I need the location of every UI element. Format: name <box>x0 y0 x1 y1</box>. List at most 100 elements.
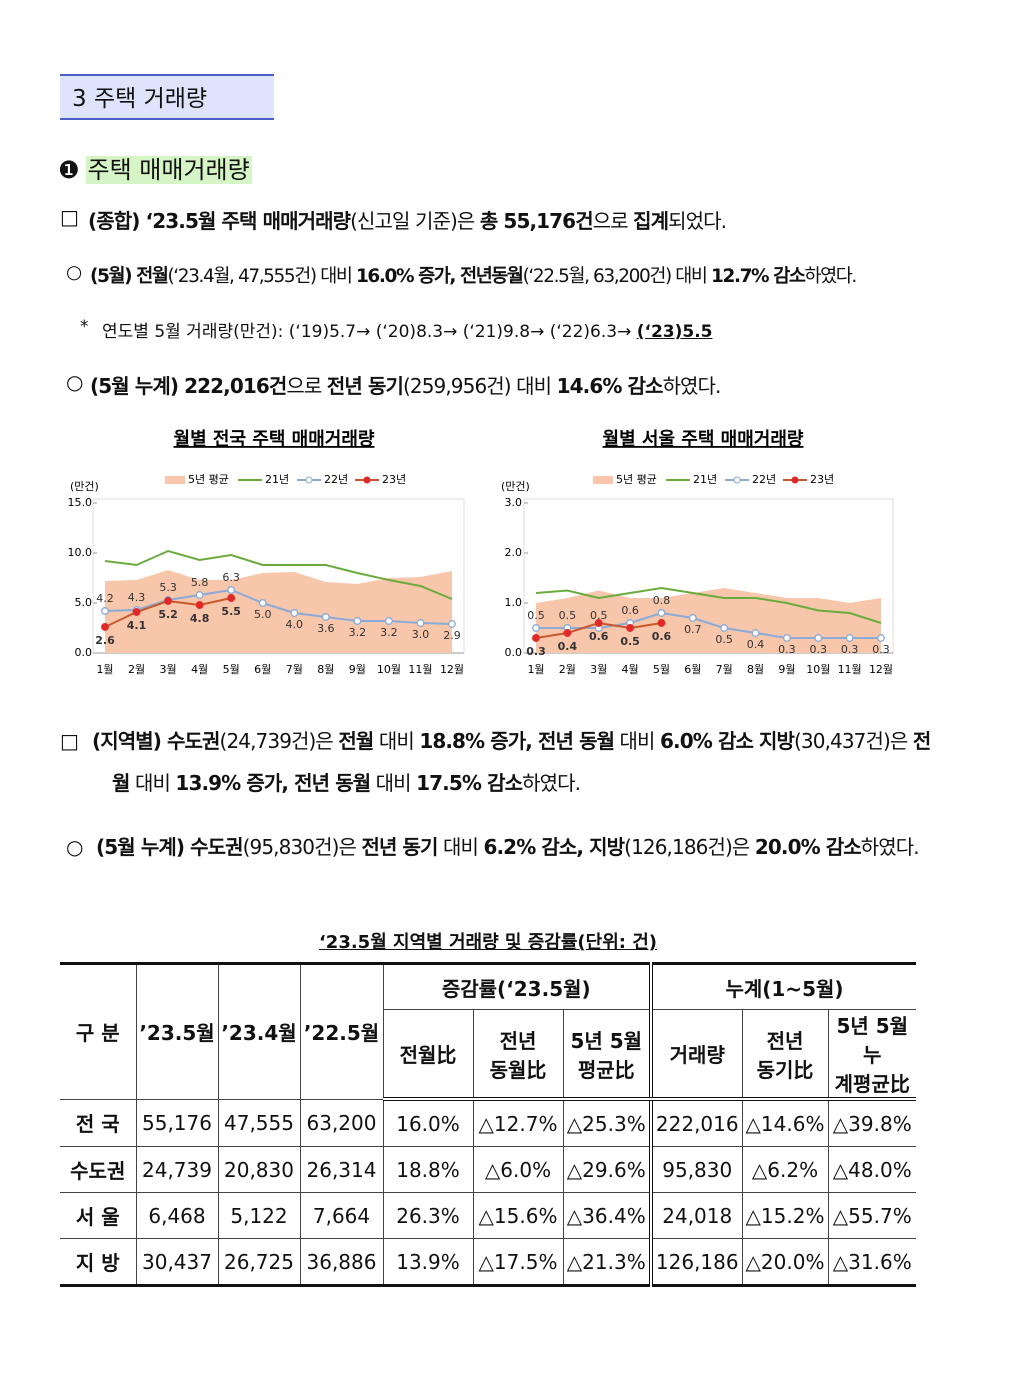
text-run: ‘23.5월 주택 매매거래량 <box>139 209 351 233</box>
header-cell: ’23.4월 <box>217 962 301 1100</box>
data-label: 0.7 <box>684 623 702 636</box>
cell: △12.7% <box>472 1098 564 1147</box>
x-tick-label: 4월 <box>622 663 639 676</box>
x-tick-label: 7월 <box>286 663 303 676</box>
cell: △55.7% <box>827 1192 916 1239</box>
point <box>532 634 540 642</box>
data-label: 0.5 <box>559 609 577 622</box>
chart-title: 월별 전국 주택 매매거래량 <box>174 429 375 450</box>
x-tick-label: 5월 <box>653 663 670 676</box>
row-header: 지 방 <box>60 1238 137 1287</box>
point <box>814 634 823 642</box>
text-run: 6.0% 감소 지방 <box>660 729 795 753</box>
y-tick-label: 5.0 <box>75 596 93 609</box>
cell: 26.3% <box>382 1192 474 1239</box>
y-tick-label: 10.0 <box>68 546 93 559</box>
text-run: 대비 <box>437 835 484 859</box>
text-run: 으로 <box>592 209 634 233</box>
text-run: 대비 <box>373 729 420 753</box>
group-header: 증감률(‘23.5월) <box>382 962 652 1010</box>
data-label: 5.5 <box>221 605 241 618</box>
y-tick-label: 3.0 <box>505 496 523 509</box>
cell: △14.6% <box>741 1098 829 1147</box>
cell: 55,176 <box>135 1098 219 1147</box>
point <box>132 608 141 616</box>
subsection-title: 주택 매매거래량 <box>85 156 252 184</box>
x-tick-label: 10월 <box>806 663 830 676</box>
point <box>720 624 729 632</box>
data-label: 0.3 <box>841 643 859 656</box>
text-run: 대비 <box>370 771 417 795</box>
row-header: 서 울 <box>60 1192 137 1239</box>
data-label: 0.8 <box>653 594 671 607</box>
text-run: (신고일 기준)은 <box>350 209 480 233</box>
header-cell: 전년 동월比 <box>472 1009 564 1101</box>
text-run: 하였다. <box>804 266 857 287</box>
data-label: 0.3 <box>778 643 796 656</box>
cell: 63,200 <box>299 1098 384 1147</box>
legend-label: 5년 평균 <box>616 473 657 486</box>
legend-swatch <box>305 476 313 484</box>
cell: 20,830 <box>217 1146 301 1193</box>
data-label: 0.3 <box>810 643 828 656</box>
table-body: 전 국 55,176 47,555 63,200 16.0% △12.7% △25.3% 22… <box>60 1098 916 1287</box>
text-run: 하였다. <box>522 771 581 795</box>
cell: 26,314 <box>299 1146 384 1193</box>
cell: 47,555 <box>217 1098 301 1147</box>
legend-swatch <box>791 476 799 484</box>
cell: 13.9% <box>382 1238 474 1287</box>
data-label: 4.8 <box>190 612 210 625</box>
text-run: 전월 <box>112 729 931 795</box>
data-label: 4.0 <box>286 618 304 631</box>
text-run: 17.5% 감소 <box>416 771 523 795</box>
y-tick-label: 0.0 <box>75 646 93 659</box>
x-tick-label: 12월 <box>440 663 464 676</box>
text-run: (‘23.4월, 47,555건) 대비 <box>167 266 356 287</box>
table-title: ‘23.5월 지역별 거래량 및 증감률(단위: 건) <box>318 932 658 953</box>
cell: 36,886 <box>299 1238 384 1287</box>
line <box>535 586 882 624</box>
cell: △31.6% <box>827 1238 916 1287</box>
cell: △36.4% <box>562 1192 652 1239</box>
text-run: 대비 <box>129 771 176 795</box>
text-run: (‘22.5월, 63,200건) 대비 <box>522 266 712 287</box>
point <box>448 620 456 628</box>
header-cell: ’23.5월 <box>135 962 219 1100</box>
text-run: (5월 누계) 222,016건 <box>90 374 287 398</box>
text-run: 12.7% 감소 <box>711 266 806 287</box>
data-label: 0.6 <box>652 630 672 643</box>
group-header: 누계(1~5월) <box>649 962 916 1010</box>
paragraph: □ (지역별) 수도권(24,739건)은 전월 대비 18.8% 증가, 전년 … <box>60 720 940 804</box>
data-label: 4.3 <box>128 591 146 604</box>
data-label: 5.8 <box>191 576 209 589</box>
text-run: 전년 동기 <box>361 835 438 859</box>
legend-swatch <box>165 476 185 484</box>
data-label: 0.5 <box>590 609 608 622</box>
cell: △6.2% <box>741 1146 829 1193</box>
data-label: 0.5 <box>527 609 545 622</box>
point <box>877 634 885 642</box>
point <box>751 629 760 637</box>
table-row: 서 울 6,468 5,122 7,664 26.3% △15.6% △36.4% 24,01… <box>60 1192 916 1239</box>
bullet: □ <box>60 205 79 229</box>
data-label: 3.6 <box>317 622 335 635</box>
header-cell: 구 분 <box>60 962 137 1100</box>
data-label: 0.6 <box>621 604 639 617</box>
table-row: 수도권 24,739 20,830 26,314 18.8% △6.0% △29.6% 95,… <box>60 1146 916 1193</box>
data-label: 2.6 <box>95 634 115 647</box>
cell: △29.6% <box>562 1146 652 1193</box>
cell: △15.2% <box>741 1192 829 1239</box>
text-run: (‘23)5.5 <box>636 322 713 342</box>
text-run: 연도별 5월 거래량(만건): (‘19)5.7→ (‘20)8.3→ (‘21… <box>102 322 637 342</box>
text-run: 대비 <box>614 729 661 753</box>
cell: 126,186 <box>649 1238 743 1287</box>
paragraph-text: (지역별) 수도권(24,739건)은 전월 대비 18.8% 증가, 전년 동… <box>92 720 940 804</box>
area <box>105 570 452 653</box>
data-label: 0.4 <box>558 640 578 653</box>
x-tick-label: 4월 <box>191 663 208 676</box>
cell: 16.0% <box>382 1098 474 1147</box>
charts: 월별 전국 주택 매매거래량 (만건) 0.0 5.0 10.0 15.0 1월 2월 3월 4월… <box>68 429 894 676</box>
paragraph: ○ (5월 누계) 222,016건으로 전년 동기(259,956건) 대비 1… <box>66 370 721 399</box>
text-run: (259,956건) 대비 <box>402 374 557 398</box>
text-run: 20.0% 감소 <box>754 835 862 859</box>
